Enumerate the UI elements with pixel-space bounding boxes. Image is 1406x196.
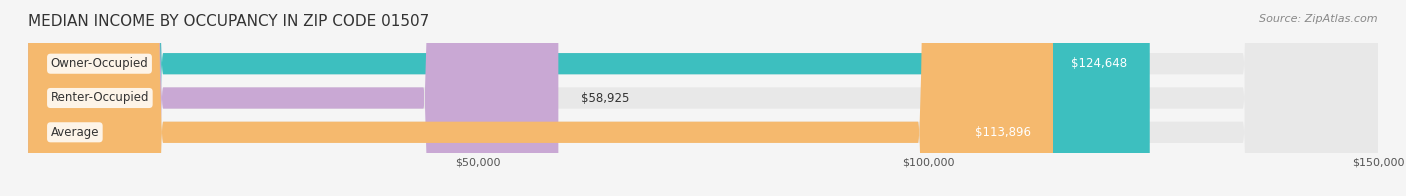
FancyBboxPatch shape (28, 0, 1378, 196)
FancyBboxPatch shape (28, 0, 1053, 196)
Text: $124,648: $124,648 (1071, 57, 1128, 70)
Text: $58,925: $58,925 (581, 92, 630, 104)
Text: Renter-Occupied: Renter-Occupied (51, 92, 149, 104)
FancyBboxPatch shape (28, 0, 1378, 196)
FancyBboxPatch shape (28, 0, 1378, 196)
Text: Owner-Occupied: Owner-Occupied (51, 57, 149, 70)
FancyBboxPatch shape (28, 0, 558, 196)
Text: Average: Average (51, 126, 98, 139)
Text: Source: ZipAtlas.com: Source: ZipAtlas.com (1260, 14, 1378, 24)
Text: MEDIAN INCOME BY OCCUPANCY IN ZIP CODE 01507: MEDIAN INCOME BY OCCUPANCY IN ZIP CODE 0… (28, 14, 429, 29)
FancyBboxPatch shape (28, 0, 1150, 196)
Text: $113,896: $113,896 (974, 126, 1031, 139)
